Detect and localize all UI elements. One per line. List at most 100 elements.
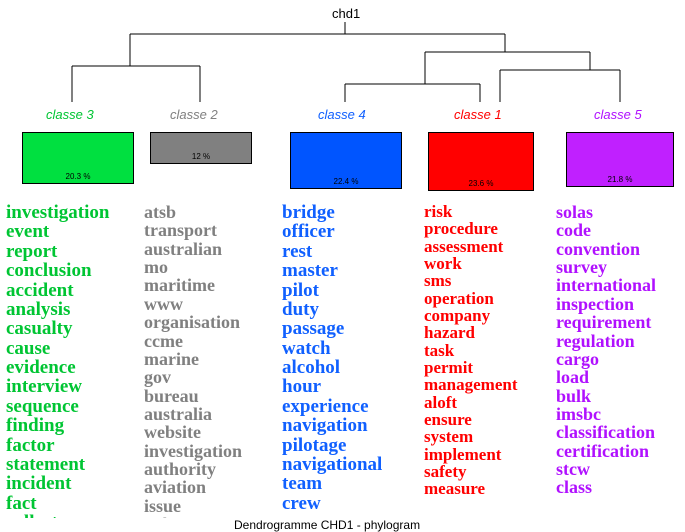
class-pct-classe2: 12 %	[192, 152, 210, 161]
word: assessment	[424, 238, 554, 255]
class-label-classe1: classe 1	[454, 107, 502, 122]
word: www	[144, 295, 274, 313]
word: system	[424, 428, 554, 445]
class-bar-classe4: 22.4 %	[290, 132, 402, 189]
word: company	[424, 307, 554, 324]
word: team	[282, 474, 422, 493]
class-pct-classe3: 20.3 %	[66, 172, 91, 181]
word: implement	[424, 446, 554, 463]
word: issue	[144, 497, 274, 515]
word: hazard	[424, 324, 554, 341]
word: navigational	[282, 455, 422, 474]
word: australian	[144, 240, 274, 258]
word: accident	[6, 281, 140, 300]
word: australia	[144, 405, 274, 423]
class-bar-classe3: 20.3 %	[22, 132, 134, 184]
word: master	[282, 261, 422, 280]
class-words-classe2: atsbtransportaustralianmomaritimewwworga…	[144, 203, 274, 518]
word: maritime	[144, 276, 274, 294]
word: risk	[424, 203, 554, 220]
word: sequence	[6, 397, 140, 416]
word: procedure	[424, 220, 554, 237]
word: report	[6, 242, 140, 261]
word: permit	[424, 359, 554, 376]
class-words-classe3: investigationeventreportconclusionaccide…	[6, 203, 140, 518]
class-label-classe3: classe 3	[46, 107, 94, 122]
word: sms	[424, 272, 554, 289]
word: alcohol	[282, 358, 422, 377]
word: survey	[556, 258, 685, 276]
word: ensure	[424, 411, 554, 428]
class-bar-classe5: 21.8 %	[566, 132, 674, 187]
word: safety	[424, 463, 554, 480]
word: organisation	[144, 313, 274, 331]
word: investigation	[6, 203, 140, 222]
word: cause	[6, 339, 140, 358]
word: atsb	[144, 203, 274, 221]
word: cargo	[556, 350, 685, 368]
word: solas	[556, 203, 685, 221]
word: class	[556, 478, 685, 496]
word: safety	[144, 515, 274, 518]
word: incident	[6, 474, 140, 493]
word: bridge	[282, 203, 422, 222]
word: duty	[282, 300, 422, 319]
word: hour	[282, 377, 422, 396]
word: regulation	[556, 332, 685, 350]
word: measure	[424, 480, 554, 497]
word: ccme	[144, 332, 274, 350]
class-words-classe5: solascodeconventionsurveyinternationalin…	[556, 203, 685, 518]
word: event	[6, 222, 140, 241]
word: passage	[282, 319, 422, 338]
root-label: chd1	[332, 6, 360, 21]
word: code	[556, 221, 685, 239]
word: international	[556, 276, 685, 294]
word: mo	[144, 258, 274, 276]
word: evidence	[6, 358, 140, 377]
class-label-classe4: classe 4	[318, 107, 366, 122]
word: aviation	[144, 478, 274, 496]
word: bulk	[556, 387, 685, 405]
word: experience	[282, 397, 422, 416]
word: conclusion	[6, 261, 140, 280]
word: gov	[144, 368, 274, 386]
word: certification	[556, 442, 685, 460]
word: crew	[282, 494, 422, 513]
word: imsbc	[556, 405, 685, 423]
word: navigation	[282, 416, 422, 435]
word: convention	[556, 240, 685, 258]
word: task	[424, 342, 554, 359]
word: bureau	[144, 387, 274, 405]
word: analysis	[6, 300, 140, 319]
word: fact	[6, 494, 140, 513]
word: interview	[6, 377, 140, 396]
class-words-classe1: riskprocedureassessmentworksmsoperationc…	[424, 203, 554, 518]
word: pilot	[282, 281, 422, 300]
word: rest	[282, 242, 422, 261]
word: aloft	[424, 394, 554, 411]
class-pct-classe5: 21.8 %	[608, 175, 633, 184]
word: statement	[6, 455, 140, 474]
word: inspection	[556, 295, 685, 313]
word: marine	[144, 350, 274, 368]
word: load	[556, 368, 685, 386]
word: stcw	[556, 460, 685, 478]
class-label-classe2: classe 2	[170, 107, 218, 122]
word: classification	[556, 423, 685, 441]
word: pilotage	[282, 436, 422, 455]
word: watch	[282, 339, 422, 358]
class-bar-classe1: 23.6 %	[428, 132, 534, 191]
word: finding	[6, 416, 140, 435]
word: transport	[144, 221, 274, 239]
word: factor	[6, 436, 140, 455]
word: officer	[282, 222, 422, 241]
word: website	[144, 423, 274, 441]
word: collect	[6, 513, 140, 518]
word: operation	[424, 290, 554, 307]
caption-text: Dendrogramme CHD1 - phylogram	[234, 518, 420, 532]
word: casualty	[6, 319, 140, 338]
class-words-classe4: bridgeofficerrestmasterpilotdutypassagew…	[282, 203, 422, 518]
class-bar-classe2: 12 %	[150, 132, 252, 164]
word: work	[424, 255, 554, 272]
word: management	[424, 376, 554, 393]
